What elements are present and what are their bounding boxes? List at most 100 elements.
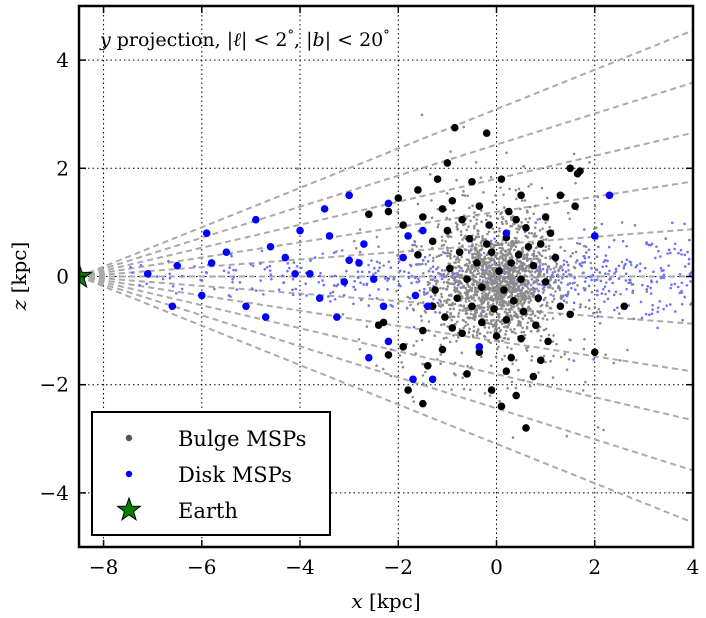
- disk-background-point: [651, 303, 654, 307]
- disk-background-point: [213, 287, 216, 291]
- bulge-background-point: [499, 255, 502, 258]
- bulge-background-point: [500, 322, 504, 326]
- bulge-background-point: [484, 268, 488, 271]
- disk-background-point: [634, 265, 637, 269]
- disk-background-point: [638, 269, 642, 273]
- cone-line: [78, 275, 694, 524]
- bulge-background-point: [462, 125, 466, 129]
- disk-background-point: [595, 255, 599, 258]
- bulge-msp-point: [502, 367, 511, 375]
- bulge-background-point: [490, 322, 493, 326]
- bulge-background-point: [566, 211, 570, 215]
- bulge-background-point: [486, 293, 490, 297]
- bulge-background-point: [507, 272, 511, 275]
- bulge-background-point: [452, 315, 456, 319]
- bulge-msp-point: [495, 267, 503, 275]
- bulge-background-point: [525, 264, 528, 268]
- annotation-rest1: | < 2: [241, 29, 288, 51]
- legend-marker-disk: [125, 470, 133, 478]
- disk-background-point: [222, 269, 226, 273]
- bulge-background-point: [469, 312, 473, 316]
- bulge-background-point: [522, 256, 525, 260]
- bulge-background-point: [426, 291, 429, 295]
- bulge-background-point: [455, 286, 459, 290]
- bulge-background-point: [421, 271, 425, 275]
- bulge-background-point: [469, 219, 472, 223]
- bulge-background-point: [461, 309, 464, 312]
- disk-background-point: [329, 300, 332, 303]
- bulge-background-point: [528, 295, 531, 298]
- bulge-background-point: [463, 307, 466, 310]
- bulge-background-point: [578, 305, 582, 309]
- disk-background-point: [288, 266, 291, 270]
- disk-background-point: [583, 280, 587, 283]
- bulge-background-point: [549, 268, 552, 271]
- disk-background-point: [537, 289, 540, 293]
- bulge-background-point: [645, 290, 649, 293]
- bulge-background-point: [516, 294, 519, 298]
- x-tick-label: −6: [187, 555, 216, 579]
- disk-background-point: [330, 275, 334, 278]
- disk-background-point: [680, 302, 684, 306]
- bulge-background-point: [459, 233, 463, 237]
- disk-background-point: [277, 288, 281, 292]
- bulge-background-point: [503, 354, 506, 358]
- bulge-background-point: [436, 272, 440, 275]
- disk-background-point: [139, 264, 143, 267]
- bulge-background-point: [443, 269, 447, 272]
- bulge-background-point: [496, 234, 500, 238]
- disk-background-point: [662, 307, 665, 311]
- bulge-msp-point: [536, 356, 545, 365]
- bulge-msp-point: [431, 286, 439, 294]
- bulge-background-point: [440, 244, 444, 247]
- bulge-background-point: [584, 380, 587, 384]
- bulge-background-point: [504, 250, 508, 253]
- disk-background-point: [614, 290, 618, 294]
- bulge-background-point: [489, 319, 493, 322]
- bulge-background-point: [519, 294, 523, 298]
- disk-background-point: [574, 288, 577, 291]
- bulge-background-point: [445, 301, 448, 305]
- bulge-background-point: [500, 261, 504, 265]
- x-axis-label: x [kpc]: [351, 589, 420, 613]
- bulge-msp-point: [517, 334, 525, 343]
- bulge-background-point: [426, 280, 430, 284]
- bulge-background-point: [529, 317, 533, 321]
- bulge-background-point: [481, 270, 485, 273]
- bulge-background-point: [595, 311, 599, 314]
- bulge-background-point: [459, 266, 462, 270]
- bulge-background-point: [596, 195, 600, 199]
- bulge-background-point: [439, 353, 443, 356]
- bulge-background-point: [430, 216, 434, 219]
- bulge-background-point: [583, 254, 586, 258]
- bulge-background-point: [439, 323, 443, 327]
- bulge-msp-point: [590, 348, 599, 357]
- bulge-background-point: [631, 291, 634, 295]
- disk-background-point: [365, 282, 369, 285]
- bulge-background-point: [476, 229, 480, 233]
- bulge-background-point: [524, 256, 527, 260]
- disk-background-point: [370, 259, 373, 262]
- bulge-background-point: [545, 318, 549, 321]
- bulge-background-point: [500, 358, 504, 361]
- bulge-background-point: [469, 295, 473, 298]
- disk-background-point: [587, 248, 591, 252]
- bulge-background-point: [538, 228, 542, 232]
- disk-msp-point: [360, 240, 368, 248]
- y-tick-label: 0: [56, 265, 69, 289]
- bulge-background-point: [515, 315, 519, 319]
- earth-star-icon: [79, 261, 93, 289]
- bulge-background-point: [453, 361, 457, 365]
- bulge-background-point: [494, 263, 497, 267]
- bulge-background-point: [574, 181, 577, 185]
- bulge-background-point: [490, 267, 494, 270]
- bulge-background-point: [537, 265, 541, 269]
- bulge-background-point: [554, 265, 558, 268]
- bulge-background-point: [519, 207, 522, 211]
- bulge-background-point: [527, 185, 530, 188]
- bulge-background-point: [474, 235, 478, 239]
- bulge-background-point: [510, 216, 513, 220]
- bulge-background-point: [529, 307, 532, 311]
- bulge-background-point: [483, 314, 486, 318]
- bulge-background-point: [449, 294, 453, 298]
